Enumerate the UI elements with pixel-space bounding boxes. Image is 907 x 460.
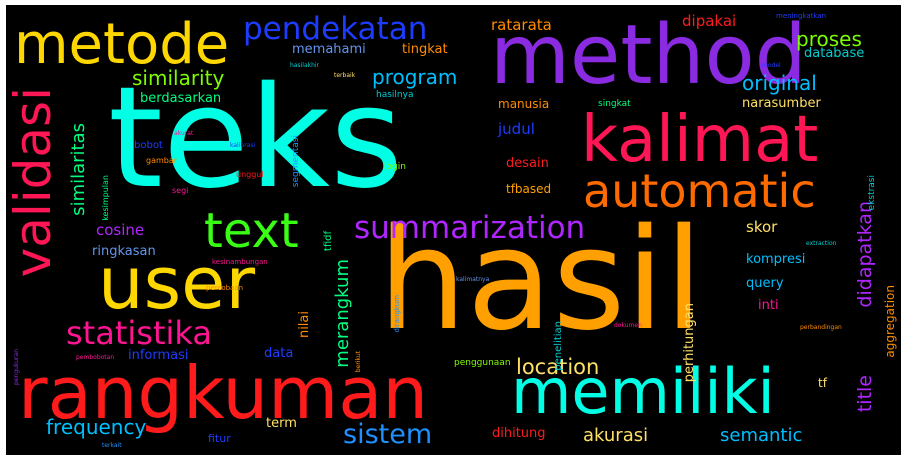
word-statistika: statistika (66, 314, 212, 352)
word-manusia: manusia (498, 97, 550, 111)
word-model: model (762, 62, 781, 69)
word-cosine: cosine (96, 221, 145, 239)
word-berdasarkan: berdasarkan (140, 91, 222, 106)
word-rangkuman: rangkuman (18, 351, 429, 435)
word-inti: inti (758, 298, 779, 313)
word-automatic: automatic (583, 164, 816, 218)
word-sistem: sistem (343, 419, 433, 450)
word-validasi: validasi (6, 87, 62, 278)
word-nilai: nilai (297, 311, 312, 339)
word-hasilnya: hasilnya (376, 90, 414, 100)
word-tfbased: tfbased (506, 182, 552, 196)
word-kalimatnya: kalimatnya (456, 276, 490, 283)
word-tfidf: tfidf (323, 231, 334, 252)
word-dipakai: dipakai (682, 12, 737, 30)
word-memahami: memahami (292, 42, 366, 57)
word-teks: teks (108, 57, 404, 220)
word-ringkasan: ringkasan (92, 244, 156, 259)
word-informasi: informasi (128, 348, 189, 363)
word-ratarata: ratarata (491, 16, 552, 34)
word-dokumen: dokumen (614, 322, 642, 329)
word-gambar: gambar (146, 156, 178, 165)
word-dirangkum: dirangkum (393, 295, 401, 333)
word-term: term (266, 416, 297, 431)
word-percobaan: percobaan (206, 284, 244, 292)
word-meningkatkan: meningkatkan (776, 12, 827, 20)
word-original: original (742, 71, 817, 95)
word-similaritas: similaritas (68, 123, 89, 216)
word-tingkat: tingkat (402, 42, 448, 57)
word-segi: segi (172, 186, 189, 195)
word-unggul: unggul (236, 170, 264, 179)
word-berikut: berikut (355, 351, 362, 373)
word-fitur: fitur (208, 432, 231, 445)
word-desain: desain (506, 156, 549, 171)
word-skor: skor (746, 218, 778, 236)
word-summarization: summarization (354, 210, 586, 246)
word-query: query (746, 276, 784, 291)
word-kesinambungan: kesinambungan (212, 258, 268, 266)
word-hasilakhir: hasilakhir (290, 62, 320, 69)
word-program: program (372, 65, 458, 89)
word-pembobotan: pembobotan (76, 354, 115, 361)
word-perhitungan: perhitungan (682, 303, 697, 383)
word-data: data (264, 346, 294, 361)
word-akurat: akurat (174, 130, 194, 137)
word-user: user (98, 241, 256, 325)
word-extraction: extraction (806, 240, 837, 247)
word-merangkum: merangkum (332, 259, 353, 368)
word-semantic: semantic (720, 425, 803, 446)
word-cloud: teks hasil method metode rangkuman memil… (6, 5, 901, 455)
word-dihitung: dihitung (492, 426, 546, 441)
word-pengukuran: pengukuran (13, 349, 20, 385)
word-penelitian: penelitian (553, 321, 564, 371)
word-penggunaan: penggunaan (454, 358, 511, 368)
word-terkait: terkait (102, 442, 122, 449)
word-hasil: hasil (378, 199, 704, 362)
word-proses: proses (796, 27, 862, 51)
word-memiliki: memiliki (511, 355, 775, 428)
word-location: location (516, 355, 600, 379)
word-aggregation: aggregation (883, 285, 897, 358)
word-ekstrasi: ekstrasi (867, 175, 877, 211)
word-kalibrasi: kalibrasi (230, 142, 256, 149)
word-narasumber: narasumber (742, 96, 821, 111)
word-title: title (854, 375, 876, 413)
word-segmentasi: segmentasi (291, 135, 301, 188)
word-didapatkan: didapatkan (854, 201, 876, 308)
word-terbaik: terbaik (334, 72, 356, 79)
word-method: method (490, 8, 807, 103)
word-akurasi: akurasi (583, 425, 649, 446)
word-tf: tf (818, 376, 827, 390)
word-bobot: bobot (134, 140, 163, 151)
word-kalimat: kalimat (581, 103, 819, 177)
word-singkat: singkat (598, 99, 631, 109)
word-text: text (204, 203, 299, 259)
word-kompresi: kompresi (746, 252, 806, 267)
word-kesimpulan: kesimpulan (101, 175, 110, 221)
word-database: database (804, 46, 865, 61)
word-metode: metode (14, 12, 230, 77)
word-perbandingan: perbandingan (800, 324, 842, 331)
word-frequency: frequency (46, 415, 147, 439)
word-similarity: similarity (132, 66, 225, 90)
word-pendekatan: pendekatan (243, 11, 428, 47)
word-login: login (384, 162, 406, 172)
word-judul: judul (498, 120, 535, 138)
